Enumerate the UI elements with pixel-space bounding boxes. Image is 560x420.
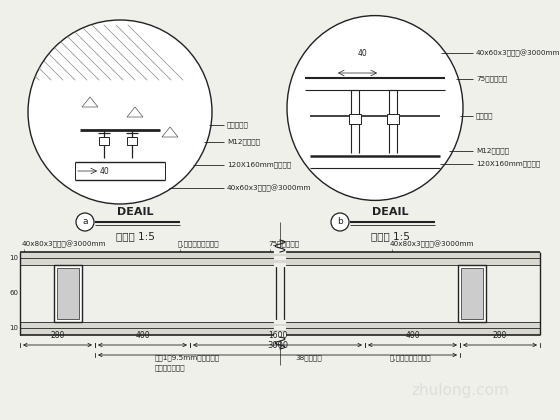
Text: 60: 60 bbox=[10, 290, 18, 296]
Text: M12膨胀螺栓: M12膨胀螺栓 bbox=[227, 139, 260, 145]
Text: 1600: 1600 bbox=[268, 331, 287, 340]
Text: 大样图 1:5: 大样图 1:5 bbox=[371, 231, 409, 241]
Bar bbox=[20, 252, 540, 258]
Text: 75型竖封龙骨: 75型竖封龙骨 bbox=[268, 241, 299, 247]
Text: 38凸穿龙骨: 38凸穿龙骨 bbox=[295, 355, 322, 361]
Text: 10: 10 bbox=[10, 255, 18, 261]
Bar bbox=[99, 137, 109, 145]
Text: 280: 280 bbox=[50, 331, 65, 340]
Text: b: b bbox=[337, 218, 343, 226]
Bar bbox=[458, 265, 486, 322]
Ellipse shape bbox=[28, 20, 212, 204]
Ellipse shape bbox=[287, 16, 463, 200]
Text: 40x80x3方钔管@3000mm: 40x80x3方钔管@3000mm bbox=[390, 240, 474, 248]
Text: 3000: 3000 bbox=[267, 341, 288, 350]
Text: 280: 280 bbox=[493, 331, 507, 340]
Text: 120X160mm镀锌钉板: 120X160mm镀锌钉板 bbox=[476, 161, 540, 167]
Text: 400: 400 bbox=[135, 331, 150, 340]
Text: 40x60x3方钔管@3000mm: 40x60x3方钔管@3000mm bbox=[227, 184, 311, 192]
Bar bbox=[461, 268, 483, 319]
Text: 白色乳胶漆饰面: 白色乳胶漆饰面 bbox=[155, 365, 185, 371]
Text: 层,高内填充吸音岩棉: 层,高内填充吸音岩棉 bbox=[390, 355, 432, 361]
Bar bbox=[57, 268, 79, 319]
Text: DEAIL: DEAIL bbox=[372, 207, 408, 217]
Text: DEAIL: DEAIL bbox=[116, 207, 153, 217]
Text: 沿地龙骨: 沿地龙骨 bbox=[476, 113, 493, 119]
Text: 大样图 1:5: 大样图 1:5 bbox=[115, 231, 155, 241]
Circle shape bbox=[76, 213, 94, 231]
Bar bbox=[20, 328, 540, 335]
Text: zhulong.com: zhulong.com bbox=[411, 383, 509, 397]
Bar bbox=[54, 265, 82, 322]
Text: 120X160mm镀锌钉板: 120X160mm镀锌钉板 bbox=[227, 162, 291, 168]
Bar bbox=[20, 258, 540, 265]
Bar bbox=[387, 114, 399, 124]
Text: 双扨1・9.5mm纸面石膏板: 双扨1・9.5mm纸面石膏板 bbox=[155, 355, 220, 361]
Text: 40x80x3方钔管@3000mm: 40x80x3方钔管@3000mm bbox=[22, 240, 106, 248]
Bar bbox=[127, 137, 137, 145]
Bar bbox=[20, 322, 540, 328]
Text: 40: 40 bbox=[100, 166, 110, 176]
Text: M12膨胀螺栓: M12膨胀螺栓 bbox=[476, 148, 509, 154]
Circle shape bbox=[331, 213, 349, 231]
Text: a: a bbox=[82, 218, 88, 226]
Text: 10: 10 bbox=[10, 325, 18, 331]
Text: 400: 400 bbox=[405, 331, 420, 340]
Text: 层,高内填充吸音岩棉: 层,高内填充吸音岩棉 bbox=[178, 241, 220, 247]
Text: 建筑楼板厂: 建筑楼板厂 bbox=[227, 122, 249, 128]
Bar bbox=[349, 114, 361, 124]
Text: 40x60x3方钔管@3000mm: 40x60x3方钔管@3000mm bbox=[476, 49, 560, 57]
Text: 40: 40 bbox=[358, 48, 368, 58]
Text: 75型隔墙方骨: 75型隔墙方骨 bbox=[476, 76, 507, 82]
